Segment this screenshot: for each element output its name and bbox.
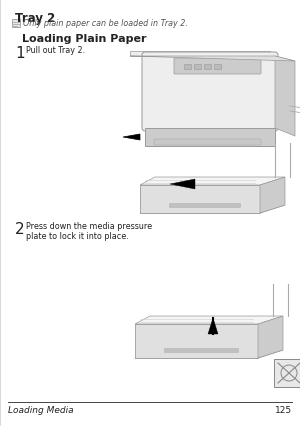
Text: Only plain paper can be loaded in Tray 2.: Only plain paper can be loaded in Tray 2… (23, 20, 188, 29)
FancyBboxPatch shape (169, 204, 241, 208)
Polygon shape (135, 350, 283, 358)
Text: 2: 2 (15, 222, 25, 236)
Text: 125: 125 (275, 406, 292, 414)
Text: Loading Plain Paper: Loading Plain Paper (22, 34, 146, 44)
Text: 1: 1 (15, 46, 25, 61)
Polygon shape (258, 316, 283, 358)
Polygon shape (208, 318, 218, 334)
Polygon shape (135, 324, 258, 358)
Polygon shape (135, 316, 283, 324)
Text: Pull out Tray 2.: Pull out Tray 2. (26, 46, 85, 55)
FancyBboxPatch shape (164, 349, 238, 353)
Polygon shape (140, 205, 285, 213)
Text: Tray 2: Tray 2 (15, 12, 55, 25)
Polygon shape (275, 57, 295, 137)
FancyBboxPatch shape (154, 140, 261, 146)
FancyBboxPatch shape (214, 65, 221, 70)
Polygon shape (130, 57, 295, 62)
Polygon shape (140, 178, 285, 186)
Polygon shape (260, 178, 285, 213)
Polygon shape (123, 135, 140, 141)
Polygon shape (140, 186, 260, 213)
FancyBboxPatch shape (12, 20, 20, 28)
FancyBboxPatch shape (145, 129, 275, 147)
FancyBboxPatch shape (174, 59, 261, 75)
FancyBboxPatch shape (142, 53, 278, 132)
FancyBboxPatch shape (274, 359, 300, 387)
Polygon shape (170, 180, 195, 190)
Polygon shape (130, 52, 270, 57)
FancyBboxPatch shape (194, 65, 202, 70)
Text: Loading Media: Loading Media (8, 406, 74, 414)
FancyBboxPatch shape (205, 65, 212, 70)
FancyBboxPatch shape (184, 65, 191, 70)
Text: Press down the media pressure
plate to lock it into place.: Press down the media pressure plate to l… (26, 222, 152, 241)
